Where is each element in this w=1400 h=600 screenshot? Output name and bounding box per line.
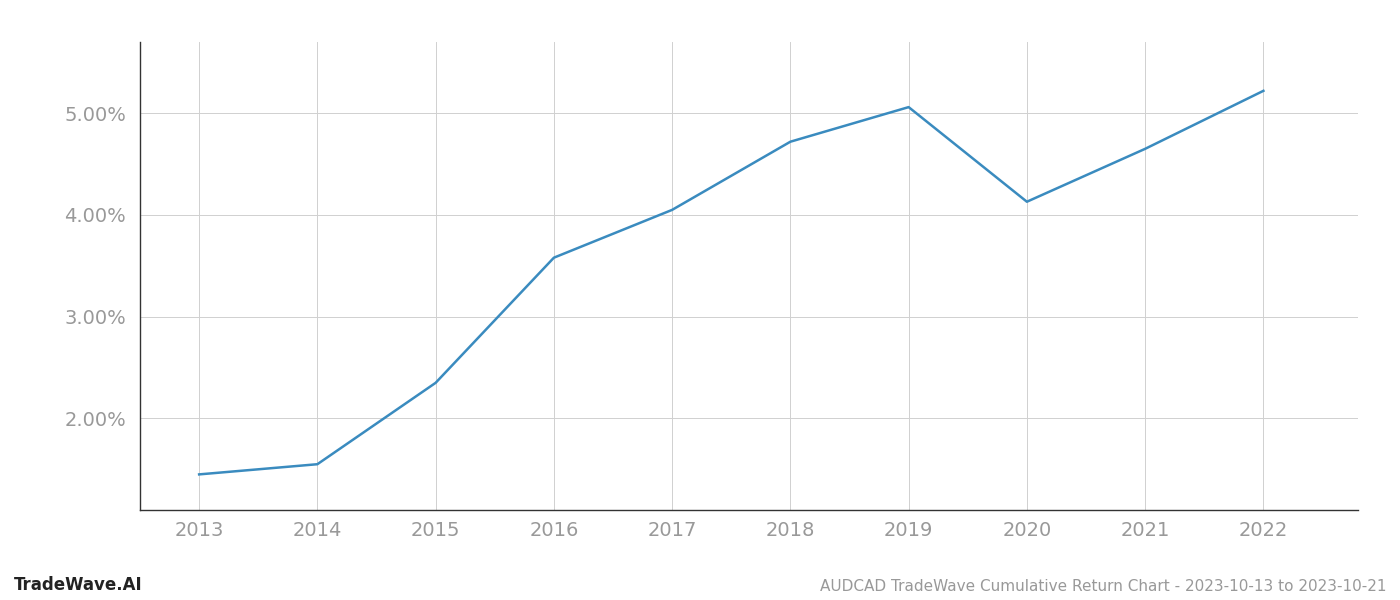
Text: AUDCAD TradeWave Cumulative Return Chart - 2023-10-13 to 2023-10-21: AUDCAD TradeWave Cumulative Return Chart… [819,579,1386,594]
Text: TradeWave.AI: TradeWave.AI [14,576,143,594]
